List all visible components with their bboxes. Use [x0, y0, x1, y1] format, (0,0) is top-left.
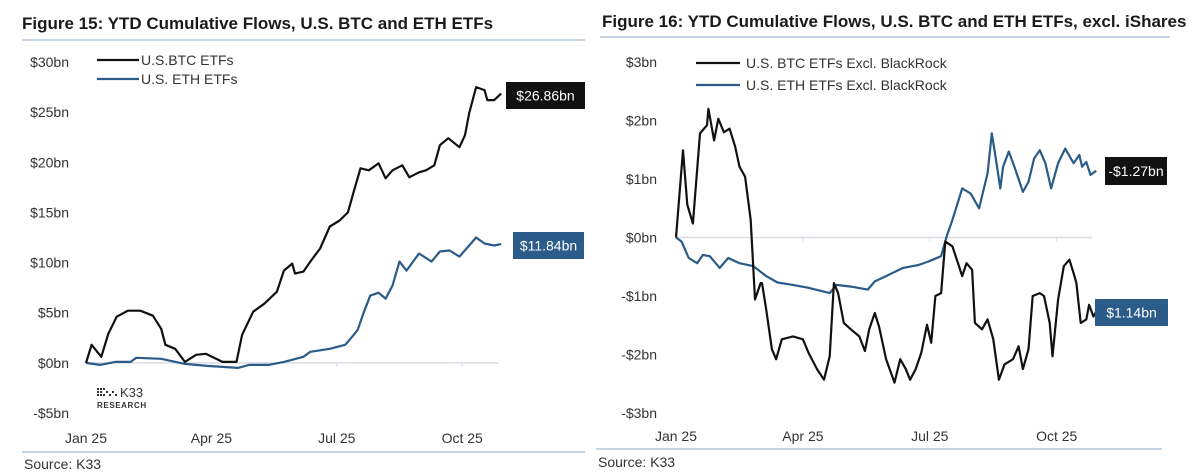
y-tick-label: $30bn	[30, 54, 69, 70]
y-tick-label: $10bn	[30, 255, 69, 271]
svg-text:RESEARCH: RESEARCH	[97, 401, 147, 410]
y-tick-label: -$1bn	[621, 288, 657, 304]
legend: U.S.BTC ETFs U.S. ETH ETFs	[97, 52, 237, 87]
figure-15: Figure 15: YTD Cumulative Flows, U.S. BT…	[22, 14, 585, 472]
legend-label-btc: U.S. BTC ETFs Excl. BlackRock	[746, 55, 948, 71]
chart-title: Figure 16: YTD Cumulative Flows, U.S. BT…	[602, 12, 1186, 31]
legend-label-eth: U.S. ETH ETFs Excl. BlackRock	[746, 77, 948, 93]
source-note: Source: K33	[598, 454, 675, 470]
end-value-label-btc: $26.86bn	[516, 88, 574, 104]
series-line-btc	[84, 86, 502, 364]
plot-area: $30bn $25bn $20bn $15bn $10bn $5bn $0bn -$5bn Ja…	[30, 54, 585, 446]
y-tick-label: $0bn	[38, 355, 69, 371]
legend: U.S. BTC ETFs Excl. BlackRock U.S. ETH E…	[696, 55, 948, 93]
x-tick-label: Apr 25	[191, 430, 232, 446]
x-tick-label: Apr 25	[782, 428, 823, 444]
x-tick-label: Oct 25	[442, 430, 483, 446]
y-tick-label: $25bn	[30, 104, 69, 120]
x-tick-label: Jan 25	[65, 430, 107, 446]
y-tick-label: $20bn	[30, 154, 69, 170]
series-line-eth	[675, 132, 1097, 295]
y-tick-label: -$2bn	[621, 347, 657, 363]
svg-text:K33: K33	[120, 385, 143, 400]
end-label-box-eth	[1095, 299, 1168, 326]
x-tick-label: Jul 25	[911, 428, 949, 444]
source-note: Source: K33	[24, 456, 101, 472]
y-tick-label: -$3bn	[621, 405, 657, 421]
x-tick-label: Jul 25	[318, 430, 356, 446]
y-tick-label: $2bn	[626, 113, 657, 129]
end-value-label-eth: $11.84bn	[520, 238, 577, 254]
x-tick-label: Oct 25	[1036, 428, 1077, 444]
end-label-box-eth	[513, 232, 584, 259]
series-line-eth	[85, 236, 502, 369]
end-label-box-btc	[506, 82, 585, 109]
figure-16: Figure 16: YTD Cumulative Flows, U.S. BT…	[596, 12, 1186, 470]
x-tick-label: Jan 25	[655, 428, 697, 444]
legend-label-btc: U.S.BTC ETFs	[141, 52, 234, 68]
legend-label-eth: U.S. ETH ETFs	[141, 71, 237, 87]
end-label-box-btc	[1105, 157, 1167, 185]
y-tick-label: -$5bn	[33, 405, 69, 421]
y-tick-label: $15bn	[30, 204, 69, 220]
y-tick-label: $1bn	[626, 171, 657, 187]
k33-logo: K33 RESEARCH	[97, 385, 147, 410]
end-value-label-eth: $1.14bn	[1106, 305, 1157, 321]
plot-area: $3bn $2bn $1bn $0bn -$1bn -$2bn -$3bn Jan 25 Apr…	[621, 54, 1168, 444]
end-value-label-btc: -$1.27bn	[1108, 163, 1163, 179]
chart-title: Figure 15: YTD Cumulative Flows, U.S. BT…	[22, 14, 493, 33]
y-tick-label: $0bn	[626, 230, 657, 246]
series-line-btc	[674, 107, 1098, 384]
y-tick-label: $5bn	[38, 305, 69, 321]
y-tick-label: $3bn	[626, 54, 657, 70]
